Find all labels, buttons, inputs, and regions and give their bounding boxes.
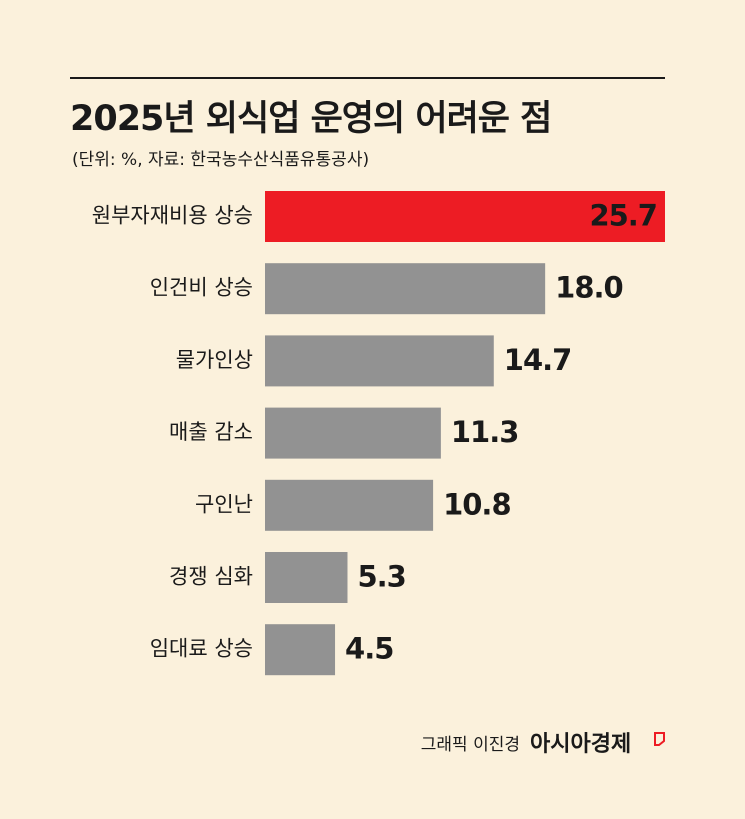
value-label: 11.3 [451, 415, 519, 449]
bar [265, 263, 546, 315]
value-label: 4.5 [345, 632, 393, 666]
chart-title: 2025년 외식업 운영의 어려운 점 [70, 99, 551, 139]
bar [265, 335, 494, 387]
category-label: 매출 감소 [169, 420, 253, 444]
category-label: 임대료 상승 [150, 637, 253, 661]
bar [265, 479, 434, 531]
bar [265, 191, 665, 242]
credit: 그래픽 이진경 [421, 735, 520, 755]
bar [265, 624, 336, 676]
category-label: 물가인상 [176, 348, 253, 372]
value-label: 10.8 [443, 487, 511, 521]
category-label: 구인난 [195, 492, 253, 516]
publisher: 아시아경제 [530, 732, 631, 757]
bar [265, 407, 441, 459]
bar [265, 552, 348, 603]
publisher-logo [654, 732, 665, 746]
category-label: 경쟁 심화 [169, 565, 253, 589]
category-label: 원부자재비용 상승 [92, 204, 253, 228]
value-label: 5.3 [357, 560, 405, 594]
value-label: 14.7 [504, 343, 572, 377]
category-label: 인건비 상승 [150, 276, 253, 300]
chart-subtitle: (단위: %, 자료: 한국농수산식품유통공사) [72, 150, 369, 170]
value-label: 25.7 [589, 199, 657, 233]
value-label: 18.0 [555, 271, 623, 305]
